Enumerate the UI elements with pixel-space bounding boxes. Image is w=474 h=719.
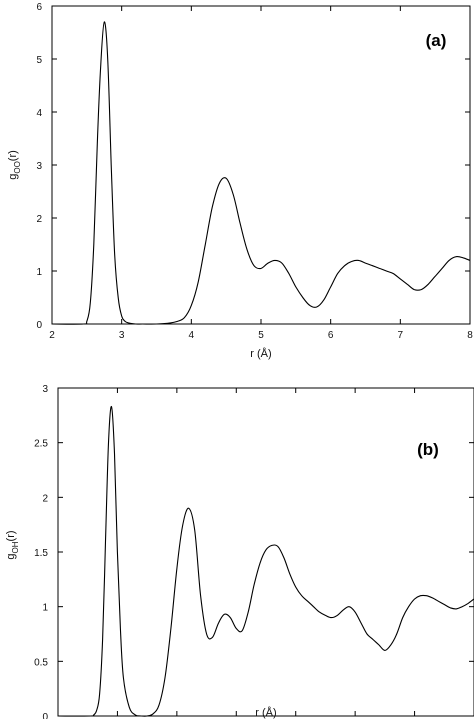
y-axis-label-sub: OH [11,541,20,553]
plot-frame [57,387,474,717]
y-tick-label: 2 [36,214,42,225]
x-axis-label: r (Å) [250,347,271,360]
y-tick-label: 5 [36,55,42,66]
x-tick-label: 8 [467,330,473,341]
y-tick-label: 4 [36,108,42,119]
y-tick-label: 2.5 [34,439,48,450]
panel-b: 1234567800.511.522.53r (Å)gOH(r)(b) [5,384,474,719]
panel-a: 2 3 4 5 6 7 8 0 1 2 3 4 5 6 r (Å) gOO(r) (a) [7,2,473,360]
y-tick-label: 0 [36,320,42,331]
panel-label: (b) [417,440,439,459]
y-axis-label-main: g [7,174,19,180]
y-tick-label: 0.5 [34,657,48,668]
y-tick-label: 6 [36,2,42,13]
x-axis-label: r (Å) [255,706,276,719]
y-tick-label: 1.5 [34,548,48,559]
series-line [57,406,474,717]
y-axis-label-main: g [5,553,17,559]
y-axis-label: gOH(r) [5,530,20,559]
plot-frame [51,5,471,325]
y-tick-label: 1 [36,267,42,278]
y-axis-label-suffix: (r) [5,530,17,541]
x-tick-label: 4 [189,330,195,341]
x-tick-label: 3 [119,330,125,341]
panel-label: (a) [426,31,447,50]
x-tick-label: 6 [328,330,334,341]
y-tick-label: 2 [42,493,48,504]
y-tick-label: 0 [42,712,48,719]
y-tick-label: 3 [42,384,48,395]
x-tick-label: 2 [49,330,55,341]
y-tick-label: 3 [36,161,42,172]
x-tick-label: 7 [398,330,404,341]
series-line [51,21,471,325]
y-axis-label: gOO(r) [7,150,22,180]
x-tick-label: 5 [258,330,264,341]
y-axis-label-sub: OO [13,161,22,173]
y-tick-label: 1 [42,603,48,614]
y-axis-label-suffix: (r) [7,150,19,161]
